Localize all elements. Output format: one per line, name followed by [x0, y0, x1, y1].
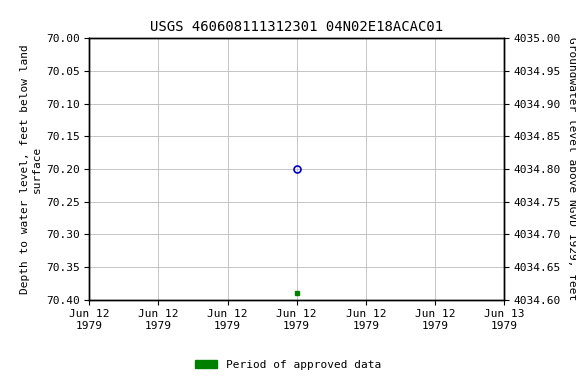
- Y-axis label: Groundwater level above NGVD 1929, feet: Groundwater level above NGVD 1929, feet: [567, 37, 576, 301]
- Title: USGS 460608111312301 04N02E18ACAC01: USGS 460608111312301 04N02E18ACAC01: [150, 20, 443, 35]
- Y-axis label: Depth to water level, feet below land
surface: Depth to water level, feet below land su…: [20, 44, 41, 294]
- Legend: Period of approved data: Period of approved data: [191, 356, 385, 375]
